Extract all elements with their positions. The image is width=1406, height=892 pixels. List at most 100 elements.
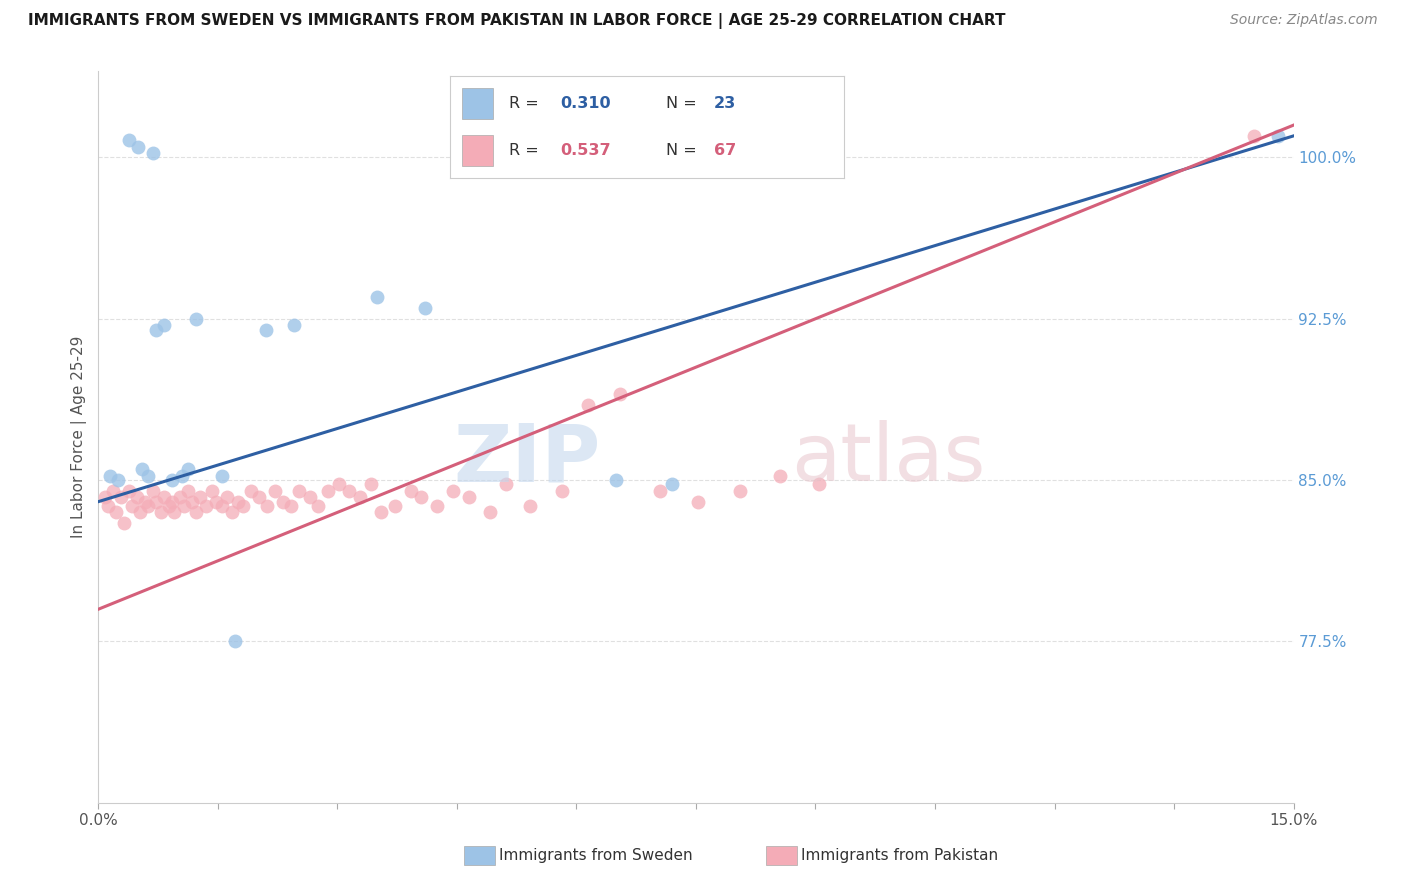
Point bbox=[134, 494, 156, 508]
Point bbox=[316, 483, 339, 498]
Text: IMMIGRANTS FROM SWEDEN VS IMMIGRANTS FROM PAKISTAN IN LABOR FORCE | AGE 25-29 CO: IMMIGRANTS FROM SWEDEN VS IMMIGRANTS FRO… bbox=[28, 13, 1005, 29]
Point bbox=[328, 477, 350, 491]
Point bbox=[226, 494, 249, 508]
Point bbox=[94, 491, 117, 505]
Point bbox=[495, 477, 517, 491]
Point bbox=[176, 483, 198, 498]
Point bbox=[264, 483, 287, 498]
Point bbox=[97, 499, 120, 513]
Point bbox=[136, 468, 159, 483]
Point bbox=[247, 491, 270, 505]
Y-axis label: In Labor Force | Age 25-29: In Labor Force | Age 25-29 bbox=[72, 336, 87, 538]
Point bbox=[205, 494, 228, 508]
Point bbox=[152, 318, 174, 333]
Point bbox=[240, 483, 263, 498]
Point bbox=[127, 139, 149, 153]
Point bbox=[173, 499, 195, 513]
Text: N =: N = bbox=[666, 144, 703, 158]
Point bbox=[98, 468, 122, 483]
Point bbox=[184, 505, 207, 519]
Point bbox=[769, 468, 792, 483]
Point bbox=[169, 491, 191, 505]
Point bbox=[578, 398, 600, 412]
Point bbox=[157, 499, 180, 513]
Point bbox=[125, 491, 148, 505]
Point bbox=[551, 483, 574, 498]
Point bbox=[650, 483, 672, 498]
Point bbox=[104, 505, 127, 519]
Point bbox=[118, 133, 141, 147]
Point bbox=[426, 499, 449, 513]
Point bbox=[307, 499, 329, 513]
Text: atlas: atlas bbox=[792, 420, 986, 498]
Point bbox=[360, 477, 382, 491]
Point bbox=[110, 491, 132, 505]
Point bbox=[1243, 128, 1265, 143]
Point bbox=[605, 473, 627, 487]
Point bbox=[211, 468, 233, 483]
Text: 67: 67 bbox=[714, 144, 735, 158]
Point bbox=[145, 322, 167, 336]
Point bbox=[411, 491, 433, 505]
Point bbox=[101, 483, 124, 498]
Point bbox=[349, 491, 371, 505]
Point bbox=[118, 483, 141, 498]
Point bbox=[280, 499, 302, 513]
Point bbox=[200, 483, 222, 498]
Point bbox=[254, 322, 277, 336]
Point bbox=[211, 499, 233, 513]
Bar bbox=[461, 136, 494, 166]
Point bbox=[217, 491, 239, 505]
Point bbox=[160, 473, 183, 487]
Point bbox=[298, 491, 321, 505]
Point bbox=[609, 387, 631, 401]
Bar bbox=[461, 88, 494, 119]
Point bbox=[163, 505, 186, 519]
Point bbox=[136, 499, 159, 513]
Point bbox=[1267, 128, 1289, 143]
Point bbox=[288, 483, 311, 498]
Text: 23: 23 bbox=[714, 96, 735, 111]
Point bbox=[190, 491, 212, 505]
Point bbox=[413, 301, 436, 315]
Point bbox=[370, 505, 392, 519]
Point bbox=[152, 491, 174, 505]
Point bbox=[221, 505, 243, 519]
Point bbox=[283, 318, 305, 333]
Text: Immigrants from Sweden: Immigrants from Sweden bbox=[499, 848, 693, 863]
Text: 0.537: 0.537 bbox=[560, 144, 610, 158]
Point bbox=[181, 494, 204, 508]
Point bbox=[142, 146, 165, 161]
Text: R =: R = bbox=[509, 144, 544, 158]
Point bbox=[145, 494, 167, 508]
Point bbox=[107, 473, 129, 487]
Point bbox=[686, 494, 709, 508]
Point bbox=[384, 499, 406, 513]
Point bbox=[112, 516, 135, 530]
Point bbox=[728, 483, 751, 498]
Text: N =: N = bbox=[666, 96, 703, 111]
Point bbox=[131, 462, 153, 476]
Text: Source: ZipAtlas.com: Source: ZipAtlas.com bbox=[1230, 13, 1378, 28]
Point bbox=[121, 499, 143, 513]
Point bbox=[224, 634, 246, 648]
Point bbox=[339, 483, 360, 498]
Point bbox=[128, 505, 150, 519]
Point bbox=[519, 499, 541, 513]
Point bbox=[256, 499, 278, 513]
Point bbox=[441, 483, 464, 498]
Text: R =: R = bbox=[509, 96, 544, 111]
Point bbox=[661, 477, 683, 491]
Point bbox=[808, 477, 831, 491]
Text: 0.310: 0.310 bbox=[560, 96, 610, 111]
Point bbox=[458, 491, 481, 505]
Point bbox=[172, 468, 194, 483]
Point bbox=[399, 483, 422, 498]
Point bbox=[271, 494, 294, 508]
Point bbox=[195, 499, 218, 513]
Point bbox=[789, 139, 811, 153]
Text: Immigrants from Pakistan: Immigrants from Pakistan bbox=[801, 848, 998, 863]
Point bbox=[176, 462, 198, 476]
Point bbox=[479, 505, 502, 519]
Point bbox=[232, 499, 254, 513]
